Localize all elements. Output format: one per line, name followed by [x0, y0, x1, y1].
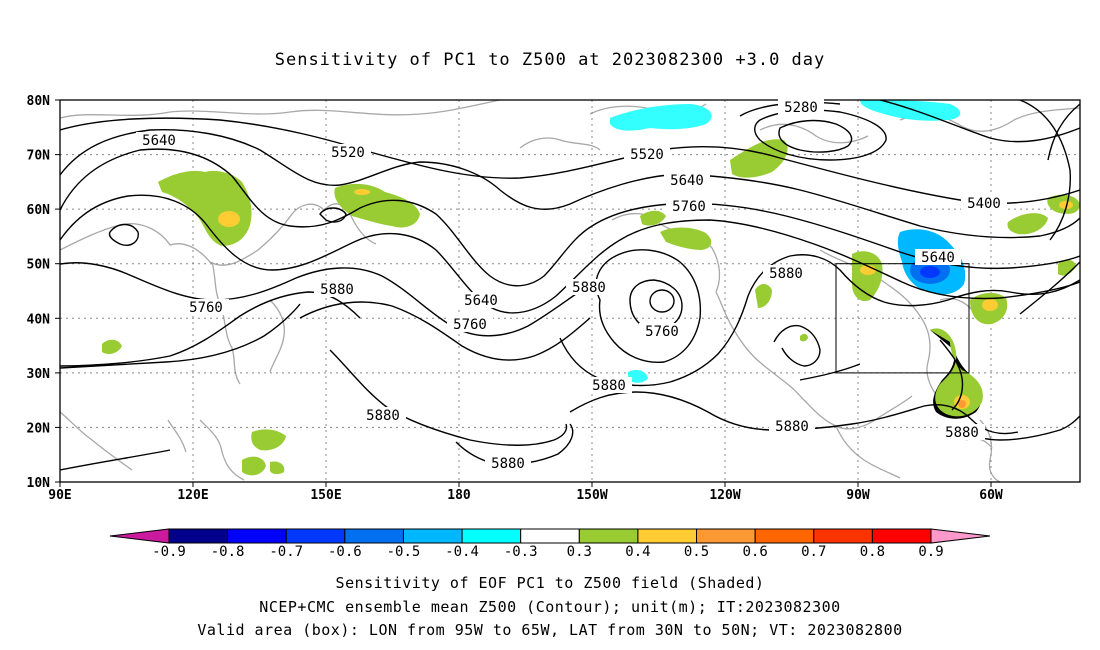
contour-label: 5640	[136, 132, 182, 149]
lon-label-90e: 90E	[48, 488, 71, 503]
contour-label: 5880	[769, 418, 815, 435]
colorbar-cell	[871, 528, 932, 544]
svg-text:5640: 5640	[142, 133, 176, 149]
colorbar-label: -0.3	[504, 544, 538, 560]
lat-label-50n: 50N	[27, 258, 51, 273]
sensitivity-shading	[102, 100, 1080, 476]
lon-label-150w: 150W	[576, 488, 607, 503]
svg-text:5880: 5880	[769, 266, 803, 282]
svg-text:5640: 5640	[464, 293, 498, 309]
svg-text:5760: 5760	[189, 300, 223, 316]
contour-label: 5880	[586, 377, 632, 394]
lat-label-60n: 60N	[27, 203, 51, 218]
footer-line-1: Sensitivity of EOF PC1 to Z500 field (Sh…	[335, 574, 765, 592]
svg-text:5400: 5400	[967, 196, 1001, 212]
svg-text:5880: 5880	[320, 282, 354, 298]
colorbar-label: -0.7	[269, 544, 303, 560]
lat-label-30n: 30N	[27, 367, 51, 382]
colorbar-label: 0.9	[918, 544, 943, 560]
contour-label: 5520	[624, 146, 670, 163]
svg-text:5880: 5880	[775, 419, 809, 435]
contour-label: 5760	[639, 323, 685, 340]
lat-label-10n: 10N	[27, 476, 51, 491]
contour-label: 5880	[566, 279, 612, 296]
svg-text:5640: 5640	[670, 173, 704, 189]
axis-ticks	[55, 99, 992, 487]
colorbar-label: 0.8	[860, 544, 885, 560]
colorbar-cell	[168, 528, 229, 544]
contour-label: 5640	[915, 249, 961, 266]
svg-text:5880: 5880	[366, 408, 400, 424]
lon-label-150e: 150E	[310, 488, 341, 503]
colorbar-cell	[578, 528, 639, 544]
colorbar-cell	[227, 528, 287, 544]
colorbar-label: -0.4	[445, 544, 479, 560]
contour-label: 5880	[939, 424, 985, 441]
colorbar-label: 0.5	[684, 544, 709, 560]
colorbar-cell	[813, 528, 873, 544]
colorbar-cell	[637, 528, 698, 544]
svg-text:5760: 5760	[672, 199, 706, 215]
lon-label-120e: 120E	[177, 488, 208, 503]
colorbar-label: -0.9	[152, 544, 186, 560]
colorbar-label: 0.6	[743, 544, 768, 560]
map-frame	[59, 99, 1081, 483]
map-title: Sensitivity of PC1 to Z500 at 2023082300…	[274, 50, 826, 70]
colorbar-high-extend	[930, 528, 991, 544]
footer-line-2: NCEP+CMC ensemble mean Z500 (Contour); u…	[259, 598, 841, 616]
valid-area-box	[835, 263, 970, 374]
colorbar-label: 0.7	[801, 544, 826, 560]
colorbar-label: -0.6	[328, 544, 362, 560]
colorbar-cell	[754, 528, 815, 544]
contour-label: 5880	[314, 281, 360, 298]
colorbar-cell	[402, 528, 463, 544]
svg-text:5880: 5880	[572, 280, 606, 296]
contour-label: 5760	[666, 198, 712, 215]
lat-label-80n: 80N	[27, 94, 51, 109]
svg-text:5640: 5640	[921, 250, 955, 266]
lon-label-90w: 90W	[846, 488, 870, 503]
contour-label: 5520	[325, 144, 371, 161]
contour-label: 5880	[485, 455, 531, 472]
colorbar-cell	[461, 528, 522, 544]
colorbar-label: -0.5	[387, 544, 421, 560]
svg-text:5880: 5880	[945, 425, 979, 441]
colorbar-label: -0.8	[211, 544, 245, 560]
footer-line-3: Valid area (box): LON from 95W to 65W, L…	[197, 621, 903, 639]
colorbar-cell	[520, 528, 580, 544]
colorbar-low-extend	[109, 528, 170, 544]
contour-label: 5760	[447, 316, 493, 333]
svg-text:5520: 5520	[630, 147, 664, 163]
lon-label-180: 180	[447, 488, 471, 503]
svg-text:5880: 5880	[491, 456, 525, 472]
svg-text:5760: 5760	[645, 324, 679, 340]
contour-label: 5400	[961, 195, 1007, 212]
lat-label-40n: 40N	[27, 312, 51, 327]
colorbar: -0.9 -0.8 -0.7 -0.6 -0.5 -0.4 -0.3 0.3 0.4 0.5 0.6…	[109, 528, 991, 560]
contour-label: 5760	[183, 299, 229, 316]
svg-text:5280: 5280	[784, 100, 818, 116]
colorbar-cell	[344, 528, 404, 544]
contour-label: 5640	[664, 172, 710, 189]
lon-label-60w: 60W	[979, 488, 1003, 503]
svg-text:5520: 5520	[331, 145, 365, 161]
colorbar-cell	[285, 528, 346, 544]
contour-label: 5280	[778, 99, 824, 116]
lat-label-20n: 20N	[27, 421, 51, 436]
colorbar-label: 0.3	[567, 544, 592, 560]
contour-label: 5880	[360, 407, 406, 424]
lon-label-120w: 120W	[709, 488, 740, 503]
contour-label: 5640	[458, 292, 504, 309]
colorbar-label: 0.4	[625, 544, 650, 560]
svg-text:5760: 5760	[453, 317, 487, 333]
colorbar-cell	[696, 528, 756, 544]
svg-text:5880: 5880	[592, 378, 626, 394]
contour-label: 5880	[763, 265, 809, 282]
lat-label-70n: 70N	[27, 149, 51, 164]
